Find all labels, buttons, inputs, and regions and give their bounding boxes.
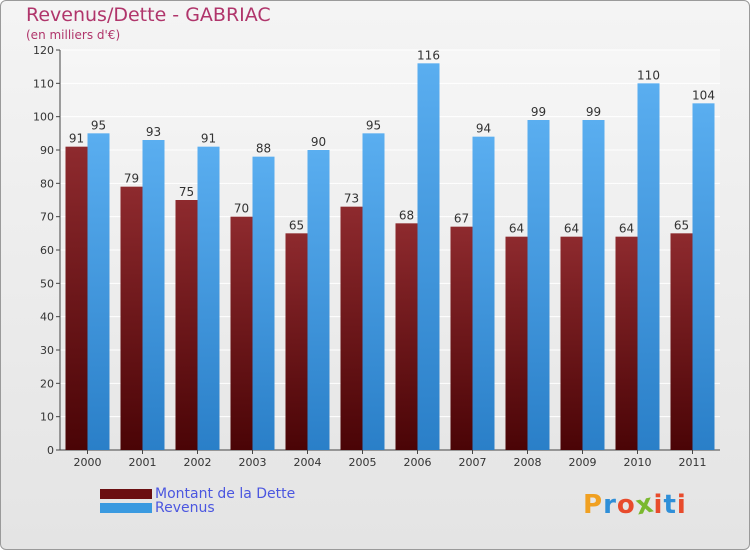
data-label-dette: 73: [344, 192, 359, 206]
data-label-dette: 91: [69, 132, 84, 146]
data-label-dette: 64: [509, 222, 524, 236]
data-label-revenus: 88: [256, 142, 271, 156]
x-tick-label: 2007: [459, 456, 487, 469]
bar-dette: [65, 146, 88, 450]
y-tick-label: 50: [40, 277, 54, 290]
y-tick-label: 40: [40, 311, 54, 324]
y-tick-label: 30: [40, 344, 54, 357]
logo-letter: i: [653, 490, 664, 520]
bar-dette: [450, 226, 473, 450]
bar-revenus: [87, 133, 110, 451]
x-tick-label: 2001: [129, 456, 157, 469]
y-tick-label: 100: [33, 111, 54, 124]
y-tick-label: 120: [33, 44, 54, 57]
data-label-revenus: 99: [531, 105, 546, 119]
bar-revenus: [417, 63, 440, 450]
x-tick-label: 2004: [294, 456, 322, 469]
data-label-revenus: 110: [637, 68, 660, 82]
bar-dette: [560, 236, 583, 450]
x-tick-label: 2009: [569, 456, 597, 469]
data-label-revenus: 94: [476, 122, 491, 136]
bar-revenus: [472, 136, 495, 450]
chart-subtitle: (en milliers d'€): [26, 28, 121, 42]
data-label-revenus: 95: [91, 118, 106, 132]
x-tick-label: 2006: [404, 456, 432, 469]
legend-item-revenus: Revenus: [100, 500, 215, 516]
data-label-dette: 68: [399, 208, 414, 222]
bar-revenus: [582, 120, 605, 450]
legend-label-revenus: Revenus: [155, 500, 215, 516]
bar-dette: [175, 200, 198, 450]
x-tick-label: 2002: [184, 456, 212, 469]
bar-dette: [285, 233, 308, 450]
bar-dette: [395, 223, 418, 450]
data-label-revenus: 116: [417, 48, 440, 62]
data-label-revenus: 95: [366, 118, 381, 132]
data-label-dette: 65: [674, 218, 689, 232]
data-label-revenus: 93: [146, 125, 161, 139]
logo-letter: r: [603, 490, 617, 520]
y-tick-label: 90: [40, 144, 54, 157]
logo-letter: P: [583, 490, 604, 520]
bar-dette: [230, 216, 253, 450]
x-tick-label: 2011: [679, 456, 707, 469]
legend-item-dette: Montant de la Dette: [100, 486, 296, 502]
bar-revenus: [197, 146, 220, 450]
x-tick-label: 2008: [514, 456, 542, 469]
data-label-dette: 70: [234, 202, 249, 216]
bar-dette: [340, 206, 363, 450]
y-tick-label: 60: [40, 244, 54, 257]
bar-dette: [670, 233, 693, 450]
data-label-dette: 67: [454, 212, 469, 226]
legend-swatch-dette: [100, 489, 152, 499]
proxiti-logo: Proxiti: [583, 488, 687, 521]
y-tick-label: 110: [33, 77, 54, 90]
y-tick-label: 20: [40, 377, 54, 390]
x-tick-label: 2000: [74, 456, 102, 469]
legend-label-dette: Montant de la Dette: [155, 486, 296, 502]
y-tick-label: 10: [40, 411, 54, 424]
x-tick-label: 2003: [239, 456, 267, 469]
logo-letter: t: [663, 490, 677, 520]
data-label-dette: 79: [124, 172, 139, 186]
x-tick-label: 2010: [624, 456, 652, 469]
bar-dette: [505, 236, 528, 450]
bar-dette: [120, 186, 143, 450]
data-label-dette: 64: [619, 222, 634, 236]
bar-revenus: [692, 103, 715, 450]
logo-letter: o: [616, 490, 636, 520]
y-tick-label: 0: [47, 444, 54, 457]
y-tick-label: 70: [40, 211, 54, 224]
data-label-dette: 75: [179, 185, 194, 199]
y-tick-label: 80: [40, 177, 54, 190]
bar-revenus: [527, 120, 550, 450]
data-label-revenus: 90: [311, 135, 326, 149]
x-tick-label: 2005: [349, 456, 377, 469]
data-label-dette: 64: [564, 222, 579, 236]
data-label-revenus: 104: [692, 88, 715, 102]
bar-revenus: [252, 156, 275, 450]
data-label-revenus: 91: [201, 132, 216, 146]
bar-revenus: [142, 140, 165, 450]
bar-dette: [615, 236, 638, 450]
data-label-dette: 65: [289, 218, 304, 232]
bar-revenus: [637, 83, 660, 450]
legend-swatch-revenus: [100, 503, 152, 513]
chart-title: Revenus/Dette - GABRIAC: [26, 4, 271, 26]
bar-revenus: [307, 150, 330, 450]
bar-revenus: [362, 133, 385, 451]
logo-letter: i: [676, 490, 687, 520]
data-label-revenus: 99: [586, 105, 601, 119]
